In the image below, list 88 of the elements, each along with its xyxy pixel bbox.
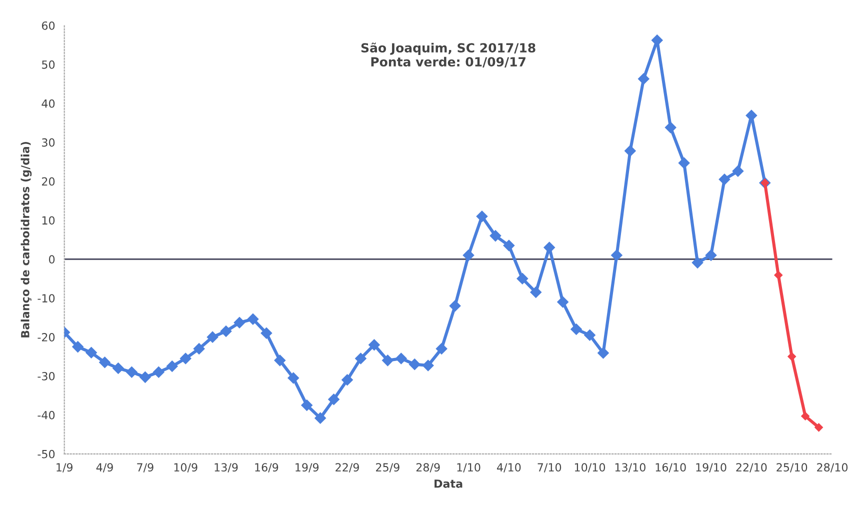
point [718, 174, 730, 185]
x-tick-label: 13/9 [214, 463, 238, 472]
point [557, 296, 568, 308]
y-tick-label: -20 [38, 333, 55, 342]
point [180, 352, 192, 364]
point [86, 347, 97, 358]
point [396, 352, 407, 364]
point [328, 394, 340, 405]
point [72, 341, 84, 352]
x-axis-title: Data [434, 480, 462, 488]
point [814, 423, 823, 432]
point [732, 166, 744, 177]
point [342, 374, 353, 386]
point [476, 210, 488, 222]
point [530, 286, 542, 298]
point [801, 412, 810, 420]
point [678, 157, 690, 169]
y-tick-label: -40 [38, 410, 55, 420]
point [99, 356, 110, 368]
point [355, 352, 366, 364]
x-tick-label: 10/10 [574, 463, 606, 472]
x-tick-label: 10/9 [174, 463, 198, 472]
text: São Joaquim, SC 2017/18 Ponta verde: 01/09/17 [361, 42, 536, 68]
point [611, 250, 622, 261]
point [422, 360, 434, 372]
y-tick-label: 30 [42, 138, 55, 147]
x-tick-label: 16/10 [656, 463, 686, 472]
point [638, 73, 650, 84]
point [462, 250, 474, 261]
x-tick-label: 19/9 [296, 463, 319, 472]
point [692, 257, 704, 268]
point [449, 300, 461, 312]
point [705, 250, 717, 261]
x-tick-label: 1/10 [457, 463, 480, 472]
point [247, 314, 259, 325]
y-tick-label: 40 [42, 99, 55, 108]
point [382, 354, 394, 366]
x-tick-label: 19/10 [696, 463, 726, 472]
point [368, 339, 380, 350]
point [409, 358, 420, 370]
point [140, 372, 151, 383]
x-tick-label: 28/9 [416, 463, 440, 472]
x-tick-label: 4/9 [96, 463, 113, 472]
point [220, 326, 232, 337]
point [490, 230, 502, 242]
x-tick-label: 25/9 [376, 463, 400, 472]
point [788, 352, 796, 361]
y-tick-label: -10 [38, 294, 55, 302]
x-tick-label: 22/9 [336, 463, 359, 472]
point [206, 331, 218, 343]
point [584, 330, 596, 341]
point [166, 360, 178, 372]
point [570, 324, 582, 335]
point [664, 122, 676, 134]
x-tick-label: 28/10 [817, 463, 848, 472]
point [153, 366, 164, 378]
x-tick-label: 25/10 [776, 463, 808, 472]
point [436, 343, 448, 354]
x-tick-label: 16/9 [255, 463, 278, 472]
y-tick-label: 60 [42, 21, 55, 30]
point [193, 343, 205, 354]
x-tick-label: 22/10 [736, 463, 767, 472]
point [126, 366, 138, 378]
y-tick-label: -50 [38, 450, 55, 458]
point [301, 400, 312, 411]
x-tick-label: 7/9 [137, 463, 154, 472]
point [234, 317, 246, 328]
point [260, 328, 272, 339]
y-tick-label: 0 [48, 255, 55, 264]
point [112, 362, 124, 374]
point [774, 271, 783, 280]
x-tick-label: 7/10 [538, 463, 562, 472]
point [624, 145, 636, 157]
point [598, 347, 609, 359]
x-tick-label: 4/10 [496, 463, 521, 472]
point [288, 372, 299, 384]
y-tick-label: -30 [38, 372, 55, 380]
x-tick-label: 13/10 [615, 463, 646, 472]
point [274, 354, 286, 366]
y-tick-label: 20 [42, 177, 55, 186]
point [516, 273, 528, 284]
point [314, 412, 326, 424]
y-axis-title: Balanço de carboidratos (g/dia) [20, 142, 32, 338]
y-tick-label: 50 [42, 60, 55, 69]
y-tick-label: 10 [42, 216, 55, 225]
point [652, 34, 663, 46]
x-tick-label: 1/9 [56, 463, 73, 472]
point [503, 240, 515, 252]
